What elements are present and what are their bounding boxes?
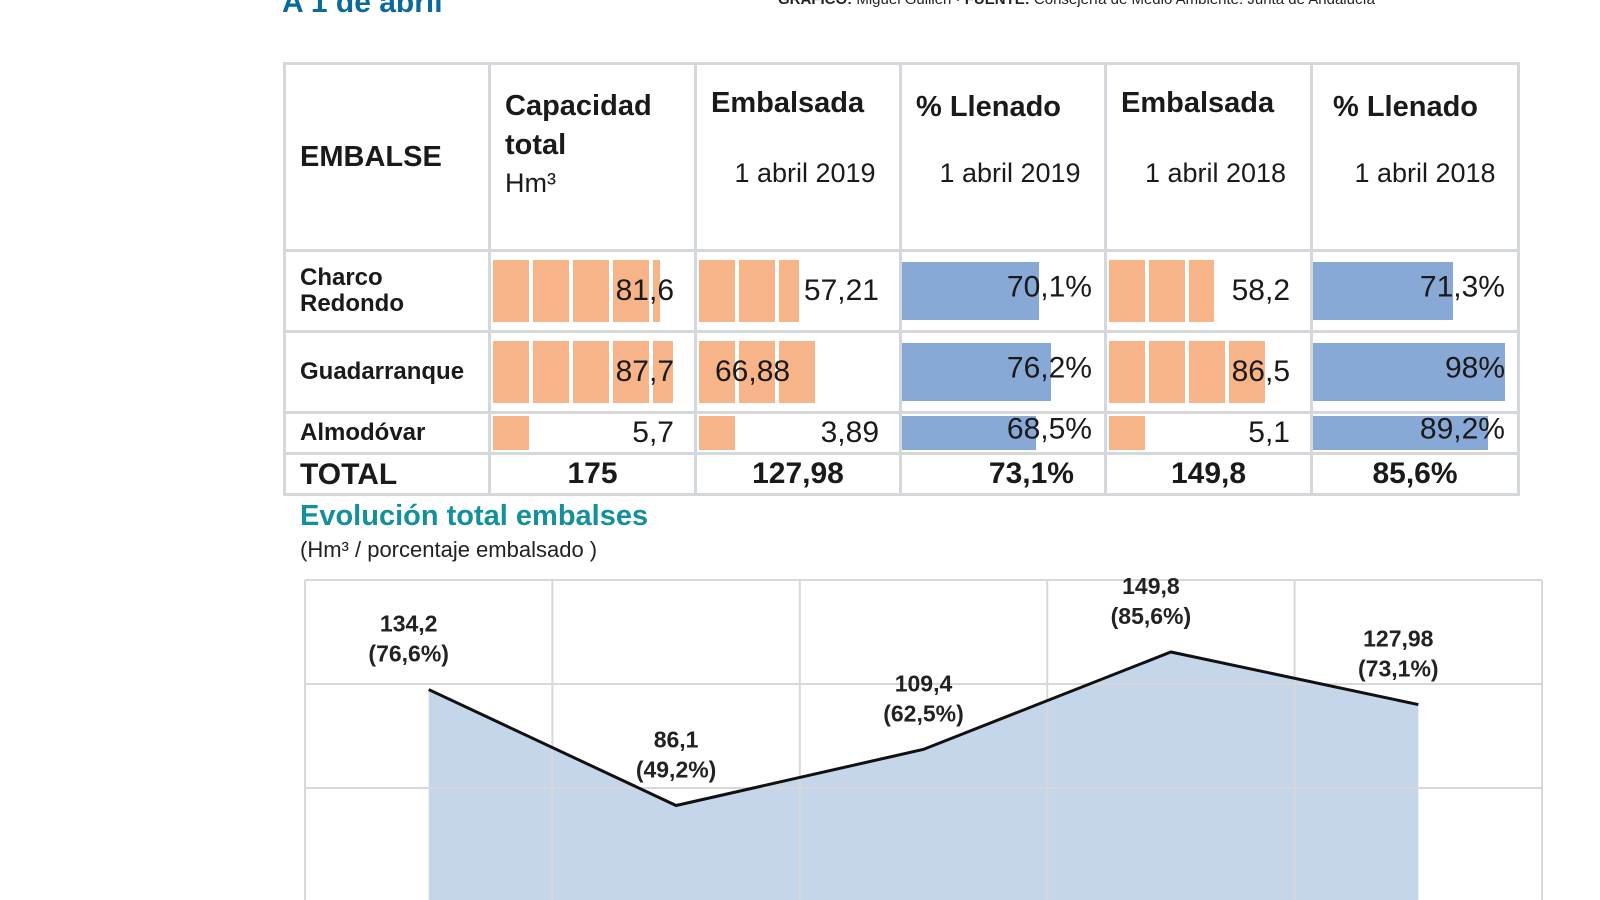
volume-bar (1109, 416, 1145, 450)
reservoir-name: Guadarranque (283, 330, 491, 414)
table-row: Almodóvar 5,7 3,89 68,5% 5,1 89,2% (283, 411, 1520, 455)
reservoir-table: EMBALSE Capacidad total Hm³ Embalsada 1 ab… (283, 62, 1520, 496)
stored-2019-cell: 57,21 (694, 249, 902, 333)
total-capacity: 175 (488, 452, 697, 496)
data-label: (49,2%) (636, 756, 717, 782)
header-embalse: EMBALSE (283, 62, 491, 252)
percent-bar (1313, 343, 1506, 401)
source-label: FUENTE: (965, 0, 1030, 8)
reservoir-name: Almodóvar (283, 411, 491, 455)
percent-bar (902, 416, 1037, 450)
credit-label: GRÁFICO: (778, 0, 852, 8)
percent-bar (1313, 416, 1488, 450)
infographic-title: A 1 de abril (282, 0, 443, 19)
header-stored-2019: Embalsada 1 abril 2019 (694, 62, 902, 252)
data-label: (62,5%) (883, 700, 964, 726)
cell-value: 71,3% (1419, 270, 1505, 304)
stored-2018-cell: 5,1 (1104, 411, 1313, 455)
header-pct-2018: % Llenado 1 abril 2018 (1310, 62, 1520, 252)
cell-value: 76,2% (1006, 351, 1092, 385)
stored-2018-cell: 58,2 (1104, 249, 1313, 333)
total-pct-2019: 73,1% (899, 452, 1107, 496)
stored-2018-cell: 86,5 (1104, 330, 1313, 414)
data-label: (76,6%) (368, 641, 449, 667)
capacity-cell: 5,7 (488, 411, 697, 455)
volume-bar (1109, 341, 1265, 403)
stored-2019-cell: 3,89 (694, 411, 902, 455)
data-label: (73,1%) (1358, 656, 1439, 682)
volume-bar (699, 416, 735, 450)
data-label: (85,6%) (1111, 603, 1192, 629)
cell-value: 86,5 (1231, 355, 1290, 388)
header-pct-2019: % Llenado 1 abril 2019 (899, 62, 1107, 252)
pct-2019-cell: 70,1% (899, 249, 1107, 333)
pct-2019-cell: 68,5% (899, 411, 1107, 455)
percent-bar (902, 343, 1052, 401)
cell-value: 66,88 (715, 355, 791, 388)
data-label: 86,1 (654, 726, 699, 752)
header-capacity: Capacidad total Hm³ (488, 62, 697, 252)
chart-title: Evolución total embalses (300, 500, 649, 532)
header-stored-2018: Embalsada 1 abril 2018 (1104, 62, 1313, 252)
table-header-row: EMBALSE Capacidad total Hm³ Embalsada 1 ab… (283, 62, 1520, 252)
cell-value: 3,89 (820, 416, 879, 449)
capacity-cell: 81,6 (488, 249, 697, 333)
cell-value: 58,2 (1231, 274, 1290, 307)
cell-value: 87,7 (615, 355, 674, 388)
total-row: TOTAL 175 127,98 73,1% 149,8 85,6% (283, 452, 1520, 496)
data-label: 149,8 (1122, 573, 1180, 599)
volume-bar (493, 260, 661, 322)
percent-bar (902, 262, 1040, 320)
volume-bar (493, 341, 673, 403)
credit-value: Miguel Guillén (856, 0, 951, 8)
series-line (428, 650, 1419, 808)
data-label: 109,4 (895, 670, 953, 696)
cell-value: 89,2% (1419, 412, 1505, 446)
volume-bar (493, 416, 529, 450)
volume-bar (699, 341, 817, 403)
credits: GRÁFICO: Miguel Guillén · FUENTE: Consej… (778, 0, 1375, 8)
pct-2018-cell: 89,2% (1310, 411, 1520, 455)
total-stored-2018: 149,8 (1104, 452, 1313, 496)
total-pct-2018: 85,6% (1310, 452, 1520, 496)
pct-2018-cell: 98% (1310, 330, 1520, 414)
pct-2019-cell: 76,2% (899, 330, 1107, 414)
total-label: TOTAL (283, 452, 491, 496)
cell-value: 98% (1444, 351, 1505, 385)
cell-value: 5,1 (1248, 416, 1290, 449)
cell-value: 57,21 (803, 274, 879, 307)
area-fill (428, 651, 1419, 900)
table-row: Charco Redondo 81,6 57,21 70,1% 58,2 71,3% (283, 249, 1520, 333)
cell-value: 68,5% (1006, 412, 1092, 446)
percent-bar (1313, 262, 1453, 320)
volume-bar (1109, 260, 1214, 322)
stored-2019-cell: 66,88 (694, 330, 902, 414)
total-stored-2019: 127,98 (694, 452, 902, 496)
cell-value: 81,6 (615, 274, 674, 307)
volume-bar (699, 260, 800, 322)
capacity-cell: 87,7 (488, 330, 697, 414)
chart-subtitle: (Hm³ / porcentaje embalsado ) (300, 537, 598, 562)
reservoir-name: Charco Redondo (283, 249, 491, 333)
table-row: Guadarranque 87,7 66,88 76,2% 86,5 98% (283, 330, 1520, 414)
data-label: 127,98 (1363, 626, 1434, 652)
source-value: Consejería de Medio Ambiente. Junta de A… (1034, 0, 1375, 8)
pct-2018-cell: 71,3% (1310, 249, 1520, 333)
data-label: 134,2 (380, 611, 438, 637)
cell-value: 5,7 (632, 416, 674, 449)
cell-value: 70,1% (1006, 270, 1092, 304)
